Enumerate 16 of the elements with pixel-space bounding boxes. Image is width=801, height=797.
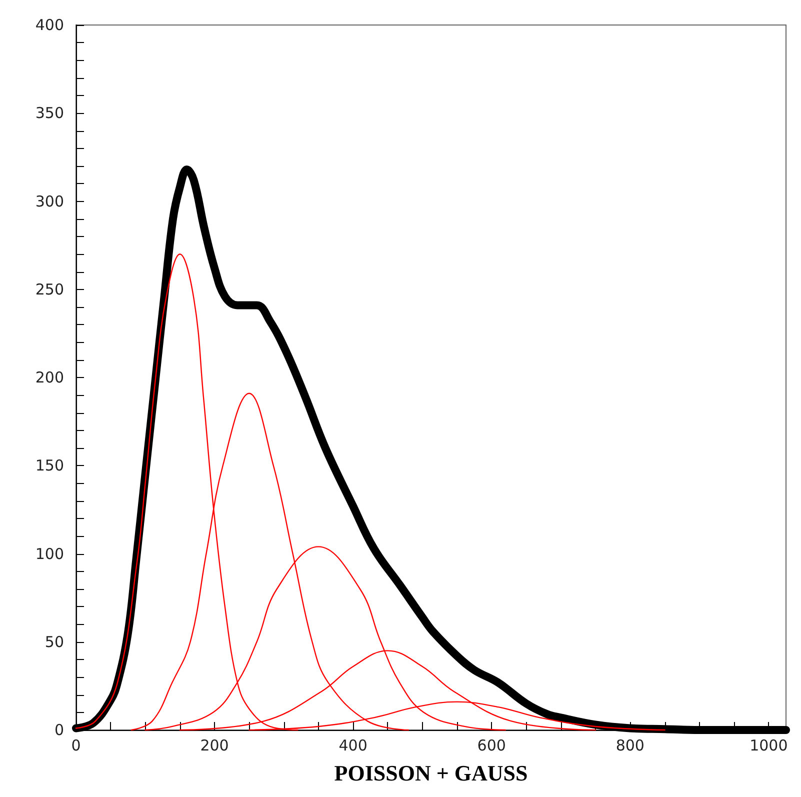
y-tick-label: 200 (35, 368, 64, 386)
y-tick-label: 400 (35, 16, 64, 34)
x-axis-title: POISSON + GAUSS (334, 760, 528, 786)
x-tick-label: 800 (616, 736, 644, 754)
y-tick-label: 0 (54, 721, 64, 739)
x-tick-label: 0 (71, 736, 81, 754)
y-tick-label: 150 (35, 456, 64, 475)
x-tick-label: 600 (477, 736, 506, 754)
x-tick-label: 400 (338, 736, 368, 754)
x-tick-label: 1000 (750, 736, 788, 754)
y-tick-label: 50 (44, 632, 64, 651)
y-tick-label: 350 (35, 104, 64, 122)
y-tick-label: 100 (35, 544, 64, 563)
x-tick-label: 200 (200, 736, 229, 754)
y-tick-label: 300 (35, 192, 64, 210)
y-tick-label: 250 (35, 280, 64, 298)
